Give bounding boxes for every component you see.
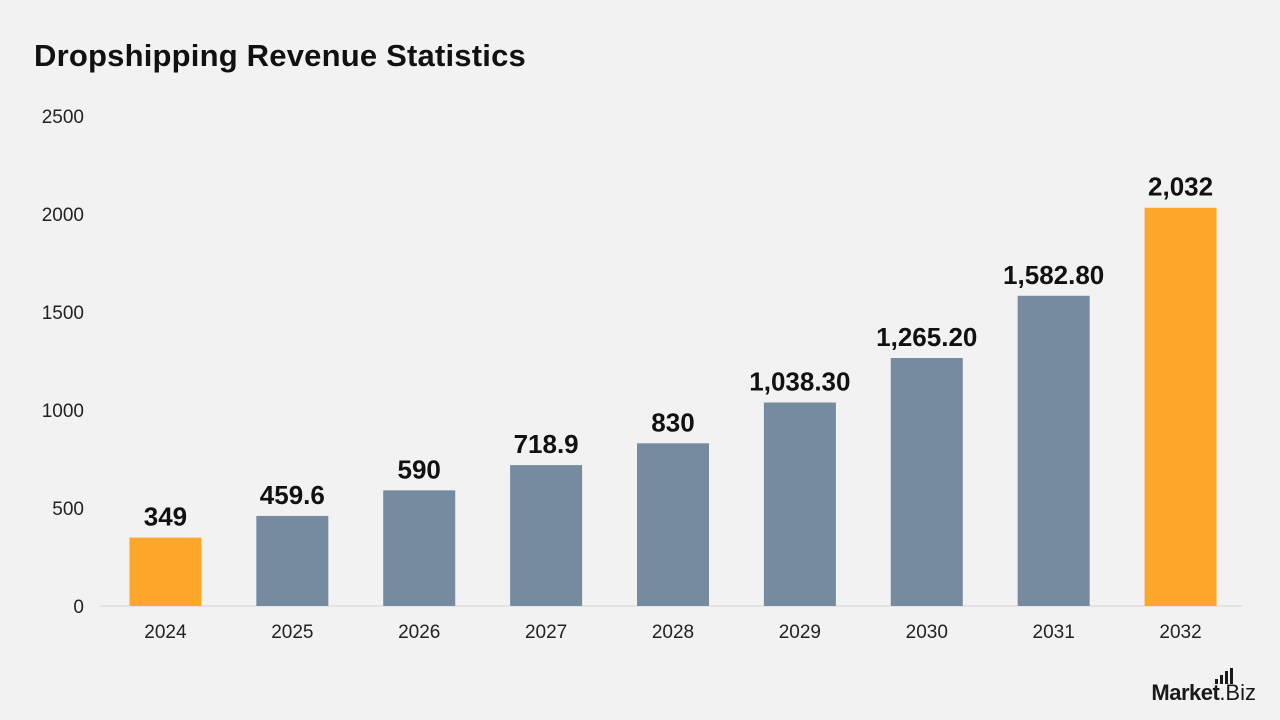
bar-2032	[1144, 207, 1217, 606]
x-tick-label-2026: 2026	[398, 622, 440, 643]
x-tick-label-2028: 2028	[652, 622, 694, 643]
data-label-2025: 459.6	[260, 480, 325, 510]
x-tick-label-2025: 2025	[271, 622, 313, 643]
y-tick-label: 1500	[42, 303, 84, 324]
chart-title: Dropshipping Revenue Statistics	[34, 38, 526, 73]
x-tick-label-2032: 2032	[1159, 622, 1201, 643]
brand-logo: Market .Biz	[1151, 668, 1256, 706]
brand-suffix: .Biz	[1219, 680, 1256, 705]
x-tick-label-2030: 2030	[906, 622, 948, 643]
bar-2028	[637, 443, 709, 606]
y-tick-label: 2500	[42, 107, 84, 128]
x-tick-label-2029: 2029	[779, 622, 821, 643]
data-label-2027: 718.9	[514, 429, 579, 459]
data-label-2030: 1,265.20	[876, 322, 977, 352]
x-tick-label-2027: 2027	[525, 622, 567, 643]
bar-2025	[256, 515, 329, 606]
y-tick-label: 1000	[42, 401, 84, 422]
data-label-2032: 2,032	[1148, 172, 1213, 202]
data-label-2024: 349	[144, 502, 187, 532]
data-label-2031: 1,582.80	[1003, 260, 1104, 290]
y-tick-label: 2000	[42, 205, 84, 226]
bar-2029	[763, 402, 836, 606]
x-tick-label-2031: 2031	[1033, 622, 1075, 643]
bar-2026	[383, 490, 456, 606]
data-label-2028: 830	[651, 407, 694, 437]
brand-name: Market	[1151, 680, 1220, 705]
bar-2027	[510, 465, 583, 606]
bar-chart-icon	[1215, 668, 1234, 684]
y-tick-label: 0	[73, 597, 84, 618]
bar-2031	[1017, 295, 1090, 606]
x-tick-label-2024: 2024	[144, 622, 187, 643]
data-label-2026: 590	[398, 454, 441, 484]
bar-2024	[129, 537, 202, 606]
data-label-2029: 1,038.30	[749, 366, 850, 396]
bar-2030	[890, 358, 963, 606]
y-tick-label: 500	[52, 499, 84, 520]
